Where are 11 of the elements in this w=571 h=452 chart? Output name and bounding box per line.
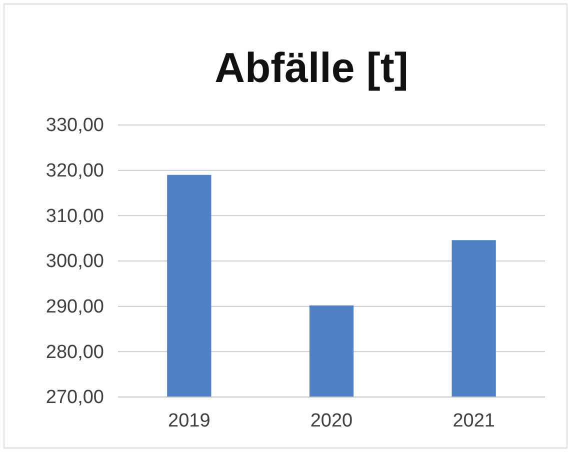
x-tick-label: 2021 bbox=[452, 410, 495, 432]
y-tick-label: 320,00 bbox=[46, 160, 104, 182]
y-tick-label: 310,00 bbox=[46, 206, 104, 227]
y-tick-label: 300,00 bbox=[46, 251, 104, 272]
y-tick-label: 290,00 bbox=[46, 296, 104, 318]
y-tick-label: 330,00 bbox=[46, 115, 104, 136]
x-tick-label: 2019 bbox=[168, 410, 210, 432]
y-tick-label: 280,00 bbox=[46, 342, 104, 363]
x-tick-label: 2020 bbox=[310, 410, 353, 432]
chart-title: Abfälle [t] bbox=[214, 44, 408, 91]
y-tick-label: 270,00 bbox=[46, 387, 104, 408]
